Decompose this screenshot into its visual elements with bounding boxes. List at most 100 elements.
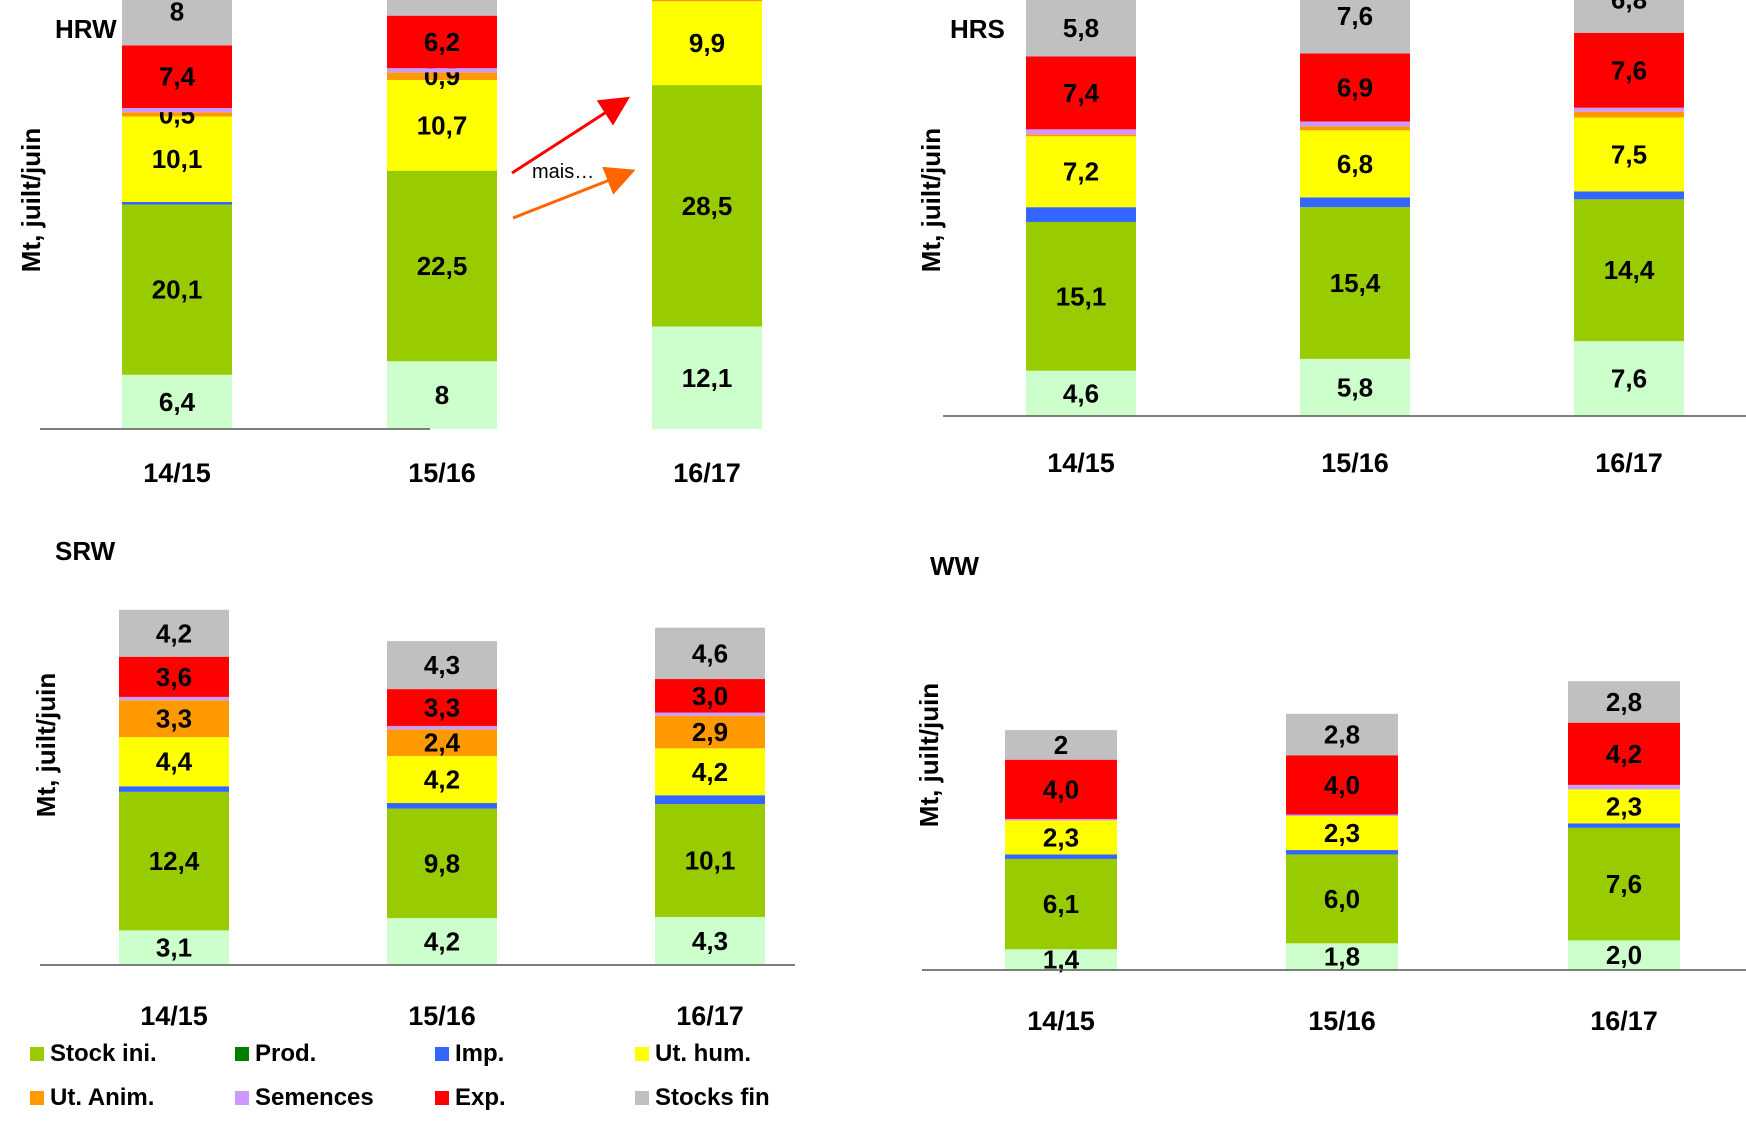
- bar-segment: [387, 725, 497, 730]
- bar-segment: [119, 656, 229, 697]
- bar-segment: [387, 689, 497, 726]
- bar-segment: [1286, 850, 1398, 855]
- bar-segment: [1300, 121, 1410, 127]
- data-label: 15,4: [1330, 268, 1381, 298]
- bar-segment: [122, 374, 232, 429]
- bar-segment: [119, 791, 229, 931]
- bar-segment: [1026, 56, 1136, 130]
- data-label: 6,8: [1337, 149, 1373, 179]
- bar-segment: [119, 930, 229, 965]
- y-axis-label: Mt, juilt/juin: [916, 128, 946, 272]
- legend-item: Imp.: [435, 1040, 635, 1068]
- category-label: 14/15: [140, 1001, 208, 1031]
- bar-segment: [1026, 0, 1136, 57]
- bar-segment: [1574, 341, 1684, 416]
- data-label: 7,6: [1606, 869, 1642, 899]
- data-label: 3,6: [156, 662, 192, 692]
- bar-segment: [1574, 32, 1684, 108]
- data-label: 6,8: [1611, 0, 1647, 14]
- bar-segment: [652, 326, 762, 429]
- legend-label: Imp.: [455, 1040, 505, 1067]
- bar-segment: [1568, 789, 1680, 824]
- bar-segment: [387, 641, 497, 690]
- data-label: 4,3: [424, 650, 460, 680]
- y-axis-label: Mt, juilt/juin: [31, 673, 61, 817]
- legend-label: Stock ini.: [50, 1040, 157, 1067]
- bar-segment: [387, 361, 497, 429]
- bar-segment: [1300, 207, 1410, 359]
- category-label: 15/16: [1308, 1006, 1376, 1036]
- legend-item: Ut. Anim.: [30, 1084, 235, 1112]
- data-label: 2,9: [692, 717, 728, 747]
- data-label: 4,2: [1606, 739, 1642, 769]
- data-label: 10,1: [685, 846, 736, 876]
- legend-swatch: [435, 1091, 449, 1105]
- data-label: 6,9: [1337, 73, 1373, 103]
- legend-swatch: [30, 1047, 44, 1061]
- red-arrow: [511, 96, 631, 175]
- data-label: 7,2: [1063, 157, 1099, 187]
- bar-segment: [1286, 713, 1398, 756]
- legend-label: Semences: [255, 1084, 374, 1111]
- data-label: 3,1: [156, 933, 192, 963]
- bar-segment: [1574, 117, 1684, 192]
- bar-segment: [1568, 823, 1680, 828]
- bar-segment: [387, 80, 497, 171]
- bar-segment: [1026, 134, 1136, 137]
- data-label: 4,2: [156, 618, 192, 648]
- bar-segment: [1568, 784, 1680, 790]
- orange-arrow: [512, 166, 636, 220]
- data-label: 2,3: [1043, 822, 1079, 852]
- data-label: 5,8: [1063, 13, 1099, 43]
- bar-segment: [1568, 681, 1680, 723]
- legend-swatch: [30, 1091, 44, 1105]
- bar-segment: [1568, 940, 1680, 970]
- annotation-text: mais…: [532, 161, 594, 183]
- bar-segment: [122, 202, 232, 205]
- bar-segment: [1005, 730, 1117, 760]
- data-label: 7,4: [159, 62, 196, 92]
- category-label: 14/15: [1047, 448, 1115, 478]
- bar-segment: [1005, 820, 1117, 855]
- data-label: 3,3: [156, 704, 192, 734]
- bar-segment: [1286, 815, 1398, 851]
- bar-segment: [1286, 755, 1398, 815]
- bar-segment: [119, 609, 229, 657]
- legend-label: Ut. Anim.: [50, 1084, 155, 1111]
- category-label: 15/16: [1321, 448, 1389, 478]
- bar-segment: [1568, 722, 1680, 785]
- data-label: 6,4: [159, 387, 196, 417]
- data-label: 2,8: [1606, 687, 1642, 717]
- legend-swatch: [635, 1047, 649, 1061]
- bar-segment: [1005, 858, 1117, 950]
- data-label: 4,0: [1043, 774, 1079, 804]
- bar-segment: [1574, 199, 1684, 342]
- data-label: 2,0: [1606, 940, 1642, 970]
- bar-segment: [122, 107, 232, 113]
- bar-segment: [1574, 191, 1684, 200]
- legend-label: Exp.: [455, 1084, 506, 1111]
- data-label: 2,4: [424, 728, 461, 758]
- bar-segment: [387, 15, 497, 69]
- legend-label: Stocks fin: [655, 1084, 770, 1111]
- legend-swatch: [235, 1091, 249, 1105]
- bar-segment: [387, 803, 497, 809]
- data-label: 20,1: [152, 275, 203, 305]
- bar-segment: [122, 112, 232, 117]
- legend-item: Exp.: [435, 1084, 635, 1112]
- data-label: 2,8: [1324, 720, 1360, 750]
- bar-segment: [122, 116, 232, 203]
- bar-segment: [1026, 207, 1136, 222]
- category-label: 16/17: [673, 458, 741, 488]
- bar-segment: [1574, 111, 1684, 118]
- chart-hrs: HRS Mt, juilt/juin 4,6 15,1 7,2 7,4 5,8 14/15 5,…: [916, 0, 1746, 478]
- bar-segment: [1005, 759, 1117, 819]
- bar-segment: [387, 170, 497, 362]
- bar-segment: [119, 700, 229, 738]
- data-label: 2,3: [1606, 791, 1642, 821]
- category-label: 14/15: [143, 458, 211, 488]
- bar-segment: [387, 918, 497, 965]
- data-label: 10,1: [152, 144, 203, 174]
